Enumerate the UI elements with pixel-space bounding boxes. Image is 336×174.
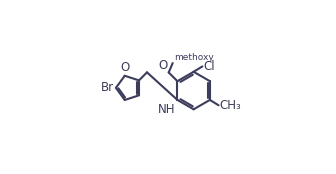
Text: Cl: Cl — [203, 60, 215, 73]
Text: CH₃: CH₃ — [219, 99, 241, 112]
Text: NH: NH — [158, 103, 175, 116]
Text: methoxy: methoxy — [174, 53, 214, 62]
Text: O: O — [159, 59, 168, 72]
Text: O: O — [121, 61, 130, 74]
Text: Br: Br — [101, 81, 114, 94]
